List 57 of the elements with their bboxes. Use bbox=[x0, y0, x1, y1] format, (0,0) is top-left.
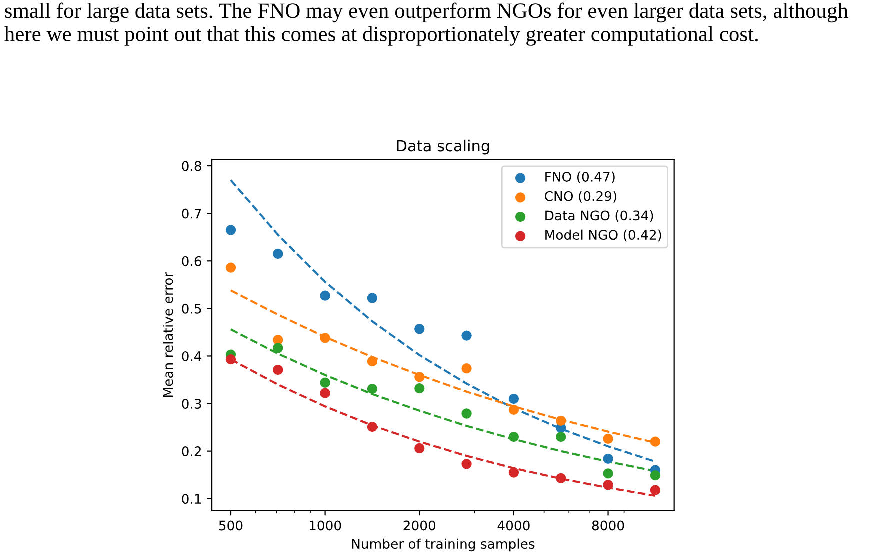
point bbox=[367, 356, 378, 367]
x-axis-title: Number of training samples bbox=[352, 538, 535, 552]
x-tick-label: 1000 bbox=[310, 520, 342, 531]
chart-title: Data scaling bbox=[397, 140, 490, 155]
point bbox=[367, 422, 378, 432]
y-tick-label: 0.3 bbox=[182, 399, 202, 409]
point bbox=[367, 293, 378, 304]
point bbox=[414, 383, 425, 394]
point bbox=[508, 404, 520, 416]
point bbox=[226, 225, 236, 236]
x-tick-label: 500 bbox=[219, 520, 243, 531]
point bbox=[414, 324, 425, 334]
point bbox=[508, 468, 520, 478]
y-tick-label: 0.4 bbox=[182, 351, 202, 362]
point bbox=[603, 480, 614, 490]
x-tick-label: 2000 bbox=[404, 520, 436, 531]
point bbox=[603, 454, 614, 464]
point bbox=[226, 262, 236, 273]
legend-label: Model NGO (0.42) bbox=[546, 230, 662, 242]
point bbox=[414, 372, 425, 382]
text: small for large data sets. The FNO may even outperform NGOs for even larger data sets, although here we must point out that this comes at disproportionately greater computational cost. bbox=[4, 2, 848, 46]
y-tick-label: 0.1 bbox=[182, 494, 202, 504]
point bbox=[462, 408, 472, 419]
y-tick-label: 0.2 bbox=[182, 446, 201, 457]
y-tick-label: 0.6 bbox=[182, 256, 202, 266]
legend-label: Data NGO (0.34) bbox=[546, 210, 654, 222]
y-tick-label: 0.7 bbox=[182, 208, 202, 219]
legend-label: CNO (0.29) bbox=[545, 191, 617, 203]
y-tick-label: 0.5 bbox=[182, 304, 202, 314]
point bbox=[556, 416, 566, 426]
point bbox=[462, 364, 472, 374]
point bbox=[273, 343, 284, 354]
point bbox=[320, 290, 330, 301]
point bbox=[320, 378, 330, 388]
point bbox=[650, 485, 661, 496]
point bbox=[603, 468, 614, 479]
point bbox=[367, 384, 378, 394]
point bbox=[320, 333, 330, 344]
point bbox=[320, 388, 330, 398]
point bbox=[226, 354, 236, 365]
point bbox=[414, 443, 425, 454]
x-tick-label: 4000 bbox=[498, 520, 530, 531]
point bbox=[650, 470, 661, 481]
point bbox=[556, 473, 566, 484]
point bbox=[462, 459, 472, 470]
legend-label: FNO (0.47) bbox=[546, 172, 615, 184]
point bbox=[462, 330, 472, 341]
y-axis-title: Mean relative error bbox=[163, 272, 174, 398]
point bbox=[508, 394, 520, 404]
point bbox=[508, 432, 520, 442]
point bbox=[650, 436, 661, 447]
point bbox=[273, 364, 284, 376]
point bbox=[273, 248, 284, 260]
point bbox=[603, 434, 614, 444]
point bbox=[556, 432, 566, 442]
x-tick-label: 8000 bbox=[592, 520, 624, 531]
y-tick-label: 0.8 bbox=[182, 161, 202, 172]
